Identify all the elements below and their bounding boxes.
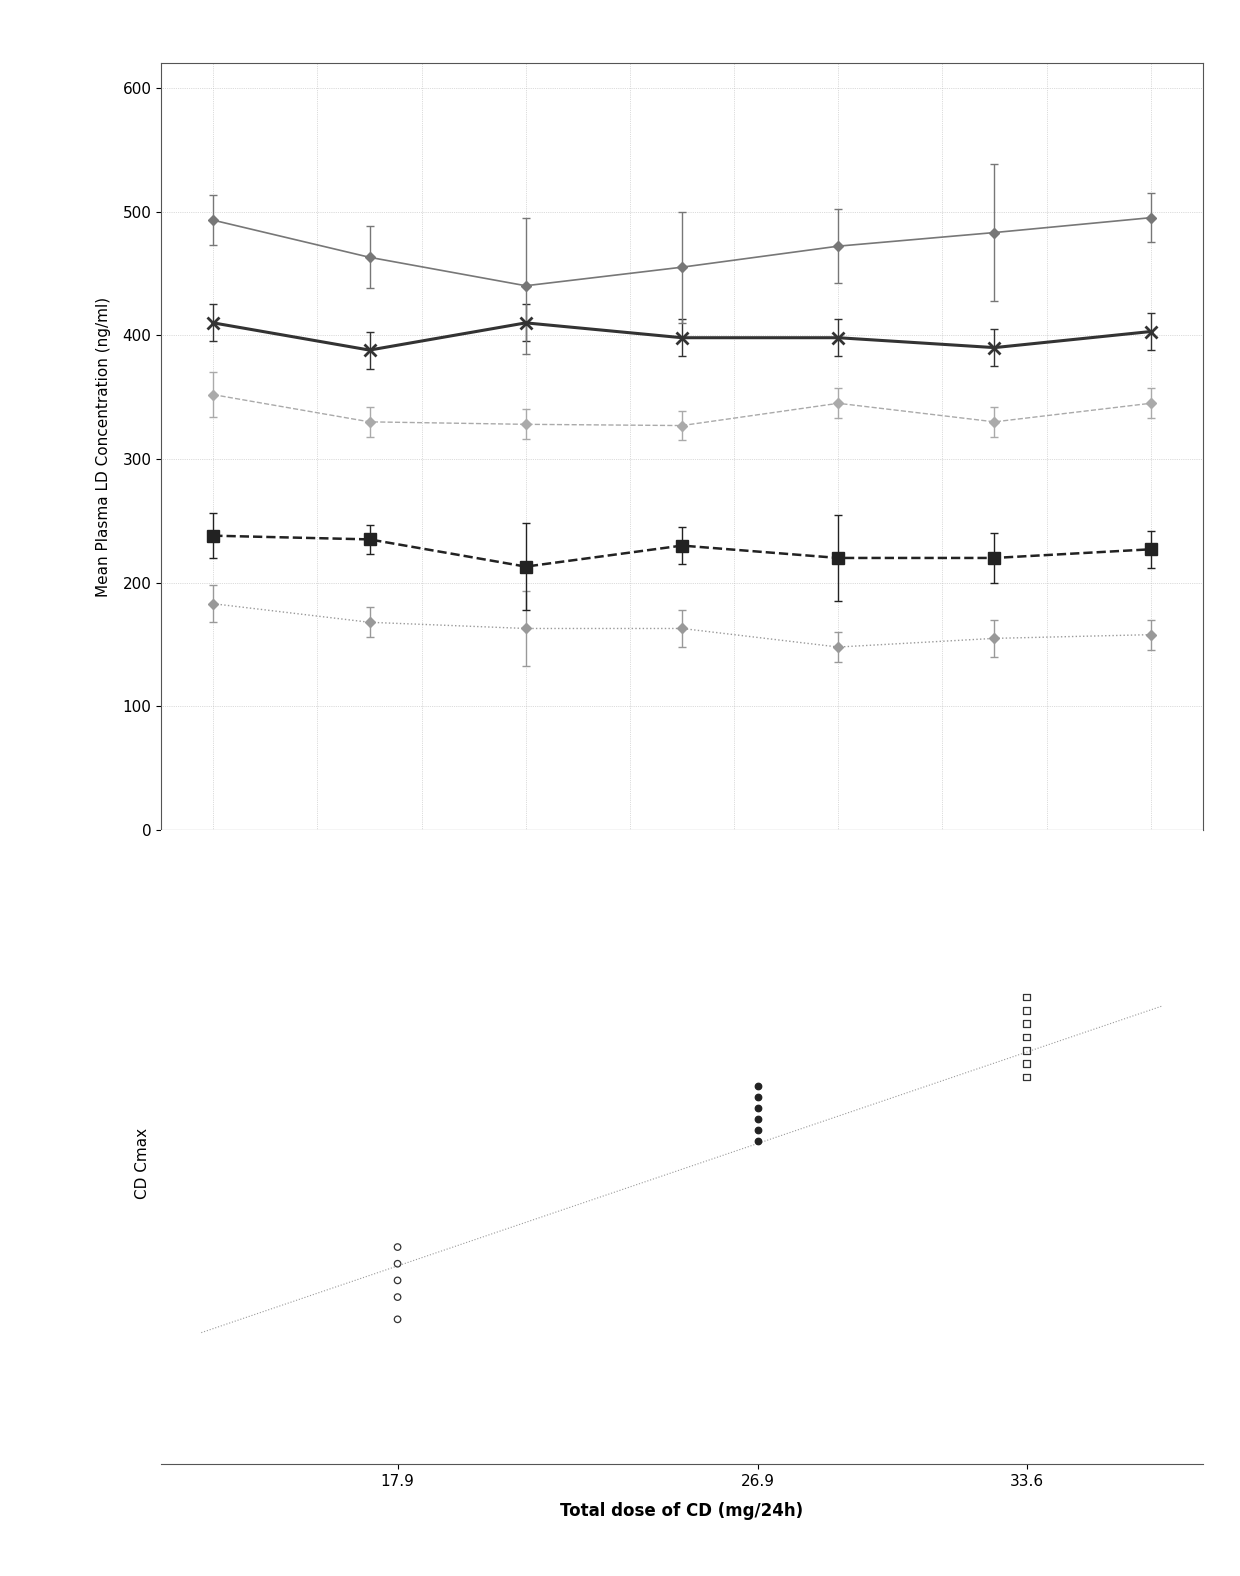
Point bbox=[1017, 985, 1037, 1010]
Point bbox=[388, 1267, 408, 1292]
X-axis label: Total dose of CD (mg/24h): Total dose of CD (mg/24h) bbox=[560, 1502, 804, 1521]
Point bbox=[388, 1251, 408, 1277]
Y-axis label: Mean Plasma LD Concentration (ng/ml): Mean Plasma LD Concentration (ng/ml) bbox=[97, 296, 112, 597]
Text: FIGURE 1: FIGURE 1 bbox=[635, 974, 729, 993]
Point bbox=[388, 1307, 408, 1332]
X-axis label: Time (h) After Subcutaneous Infusion Initiation: Time (h) After Subcutaneous Infusion Ini… bbox=[461, 868, 903, 887]
Point bbox=[388, 1284, 408, 1310]
Point bbox=[1017, 1010, 1037, 1035]
Y-axis label: CD Cmax: CD Cmax bbox=[135, 1128, 150, 1199]
Point bbox=[748, 1084, 768, 1110]
Point bbox=[748, 1128, 768, 1154]
Point bbox=[388, 1234, 408, 1259]
Point bbox=[1017, 1037, 1037, 1062]
Point bbox=[1017, 1064, 1037, 1089]
Point bbox=[748, 1106, 768, 1132]
Point bbox=[1017, 1024, 1037, 1050]
Point bbox=[748, 1095, 768, 1121]
Point bbox=[1017, 1051, 1037, 1076]
Point bbox=[1017, 998, 1037, 1023]
Point bbox=[748, 1117, 768, 1143]
Point bbox=[748, 1073, 768, 1098]
